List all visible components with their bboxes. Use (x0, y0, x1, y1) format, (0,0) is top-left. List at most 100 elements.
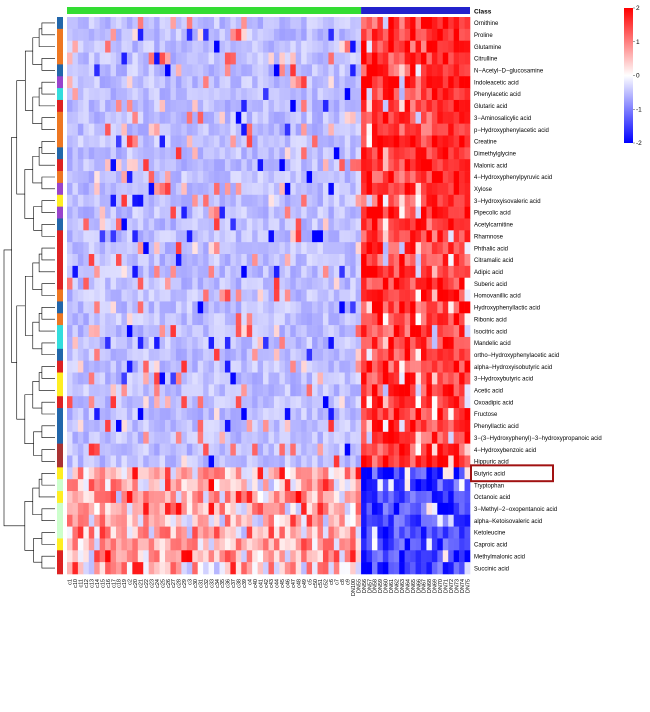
heatmap-cell (154, 455, 160, 468)
heatmap-cell (208, 171, 215, 184)
heatmap-cell (263, 99, 269, 113)
column-label: DN61 (389, 579, 395, 593)
heatmap-cell (328, 408, 335, 421)
heatmap-cell (121, 396, 128, 409)
heatmap-cell (382, 348, 389, 361)
heatmap-cell (197, 147, 204, 160)
dendrogram-branch (41, 22, 55, 36)
heatmap-cell (246, 28, 253, 41)
heatmap-cell (420, 325, 427, 338)
heatmap-cell (404, 301, 411, 314)
heatmap-cell (219, 455, 226, 468)
heatmap-cell (437, 431, 444, 444)
heatmap-cell (224, 52, 231, 65)
heatmap-cell (99, 479, 106, 492)
heatmap-cell (279, 123, 286, 136)
heatmap-cell (94, 360, 100, 373)
heatmap-cell (143, 289, 149, 302)
heatmap-cell (306, 408, 313, 421)
column-label: DN67 (422, 579, 428, 593)
heatmap-cell (148, 254, 155, 267)
heatmap-cell (224, 550, 231, 563)
heatmap-cell (404, 443, 411, 456)
heatmap-cell (431, 99, 438, 113)
heatmap-cell (192, 218, 199, 231)
heatmap-cell (241, 325, 248, 338)
row-class-swatch (57, 562, 63, 575)
heatmap-cell (366, 514, 373, 527)
heatmap-cell (404, 88, 411, 101)
heatmap-cell (322, 550, 329, 563)
heatmap-cell (322, 491, 329, 504)
heatmap-cell (344, 455, 351, 468)
heatmap-cell (426, 419, 433, 433)
heatmap-cell (72, 336, 79, 350)
heatmap-cell (241, 491, 248, 504)
heatmap-cell (235, 372, 242, 385)
heatmap-cell (154, 408, 160, 421)
row-class-swatch (57, 230, 63, 243)
heatmap-cell (241, 550, 248, 563)
heatmap-cell (203, 277, 209, 290)
heatmap-cell (148, 230, 155, 243)
heatmap-cell (273, 28, 280, 41)
heatmap-cell (393, 17, 400, 30)
heatmap-cell (410, 123, 416, 136)
heatmap-cell (371, 514, 378, 527)
heatmap-cell (268, 64, 275, 77)
heatmap-cell (301, 147, 307, 160)
legend-tick-label: 1 (636, 39, 640, 46)
heatmap-cell (121, 159, 128, 172)
heatmap-cell (322, 372, 329, 385)
heatmap-cell (290, 360, 297, 373)
heatmap-cell (404, 384, 411, 397)
heatmap-cell (328, 265, 335, 279)
heatmap-cell (77, 218, 84, 231)
heatmap-cell (339, 147, 346, 160)
heatmap-cell (235, 455, 242, 468)
heatmap-cell (448, 171, 454, 184)
heatmap-cell (431, 348, 438, 361)
heatmap-cell (442, 40, 449, 53)
heatmap-cell (448, 313, 454, 326)
heatmap-cell (306, 64, 313, 77)
heatmap-cell (159, 230, 166, 243)
heatmap-cell (437, 325, 444, 338)
heatmap-cell (121, 182, 128, 196)
heatmap-cell (219, 17, 226, 30)
heatmap-cell (143, 491, 149, 504)
heatmap-cell (431, 289, 438, 302)
row-class-swatch (57, 28, 63, 41)
heatmap-cell (328, 479, 335, 492)
row-class-swatch (57, 206, 63, 219)
row-label: Pipecolic acid (474, 211, 511, 217)
heatmap-cell (361, 159, 367, 172)
heatmap-cell (143, 76, 149, 89)
heatmap-cell (241, 408, 248, 421)
heatmap-cell (263, 538, 269, 551)
heatmap-cell (448, 419, 454, 433)
heatmap-cell (339, 325, 346, 338)
heatmap-cell (186, 384, 193, 397)
heatmap-cell (83, 538, 90, 551)
heatmap-cell (132, 64, 139, 77)
heatmap-cell (132, 431, 139, 444)
row-class-swatch (57, 479, 63, 492)
heatmap-cell (371, 336, 378, 350)
heatmap-cell (328, 289, 335, 302)
heatmap-cell (437, 384, 444, 397)
heatmap-cell (132, 467, 139, 480)
heatmap-cell (290, 206, 297, 219)
heatmap-cell (165, 325, 171, 338)
heatmap-cell (203, 491, 209, 504)
heatmap-cell (143, 502, 149, 516)
heatmap-cell (192, 17, 199, 30)
heatmap-cell (105, 526, 111, 539)
heatmap-cell (366, 218, 373, 231)
heatmap-cell (105, 491, 111, 504)
heatmap-cell (99, 562, 106, 575)
heatmap-cell (99, 467, 106, 480)
heatmap-cell (126, 52, 133, 65)
heatmap-cell (159, 171, 166, 184)
heatmap-cell (317, 491, 324, 504)
